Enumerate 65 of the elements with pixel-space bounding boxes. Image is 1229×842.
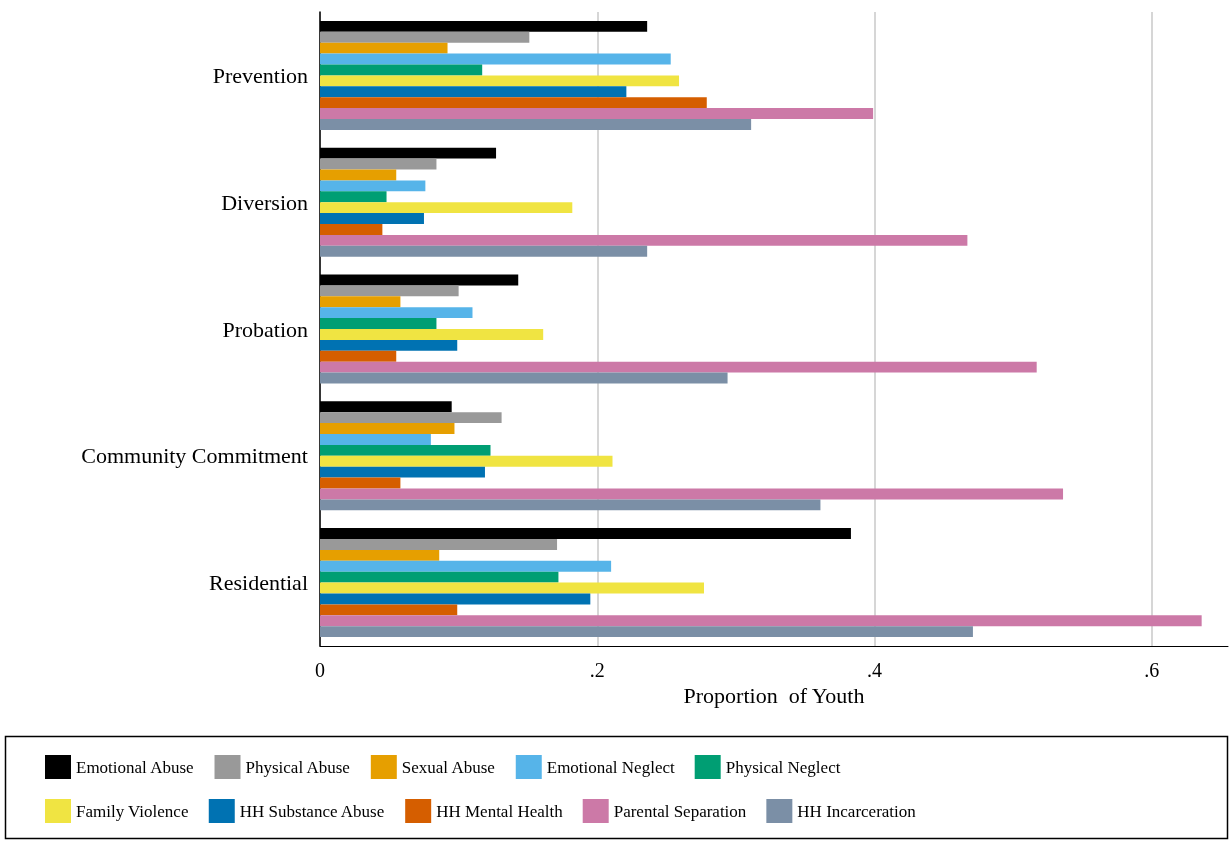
bar <box>320 433 431 445</box>
legend-label: HH Substance Abuse <box>239 801 385 821</box>
bar <box>320 339 458 351</box>
bar <box>320 31 530 43</box>
legend-label: Sexual Abuse <box>401 757 495 777</box>
bar <box>320 97 707 109</box>
bar <box>320 86 627 98</box>
bar <box>320 538 558 550</box>
legend-label: Physical Neglect <box>725 757 841 777</box>
bar <box>320 64 483 76</box>
bar <box>320 329 544 340</box>
bar <box>320 224 383 235</box>
bar <box>320 560 612 572</box>
bar <box>320 423 455 434</box>
bar <box>320 455 613 467</box>
bar <box>320 488 1064 500</box>
bar <box>320 180 426 192</box>
bar <box>320 296 401 308</box>
bar <box>320 42 448 54</box>
legend-label: Family Violence <box>76 801 189 821</box>
bar <box>320 412 502 424</box>
bar <box>320 191 387 203</box>
bar <box>320 444 491 456</box>
bar <box>320 234 968 246</box>
legend-label: Emotional Abuse <box>76 757 194 777</box>
bar <box>320 582 704 594</box>
y-tick-label: Diversion <box>221 189 308 215</box>
legend-label: Emotional Neglect <box>546 757 675 777</box>
bar <box>320 202 573 214</box>
bar <box>320 372 728 384</box>
y-tick-label: Probation <box>222 316 308 342</box>
bar <box>320 477 401 489</box>
bar <box>320 158 437 170</box>
x-tick-label: .4 <box>867 659 882 681</box>
bar <box>320 571 559 583</box>
bar <box>320 615 1202 627</box>
bar <box>320 350 397 362</box>
y-tick-label: Community Commitment <box>81 443 308 469</box>
bar <box>320 245 648 257</box>
bar <box>320 361 1037 373</box>
bar <box>320 119 752 130</box>
legend-label: Parental Separation <box>613 801 747 821</box>
bar <box>320 626 973 638</box>
bar <box>320 593 591 605</box>
bar <box>320 169 397 181</box>
bar <box>320 285 459 297</box>
bar <box>320 213 424 225</box>
bar <box>320 307 473 319</box>
bar <box>320 53 671 65</box>
bar <box>320 318 437 329</box>
x-tick-label: .6 <box>1144 659 1160 681</box>
legend-label: HH Incarceration <box>797 801 917 821</box>
bar <box>320 108 874 120</box>
legend-label: Physical Abuse <box>245 757 350 777</box>
y-tick-label: Prevention <box>212 62 308 88</box>
bar <box>320 75 680 87</box>
x-tick-label: .2 <box>589 659 605 681</box>
bar <box>320 604 458 616</box>
bar <box>320 499 821 511</box>
x-axis-title: Proportion of Youth <box>683 683 865 709</box>
bar <box>320 549 440 561</box>
bar <box>320 466 485 478</box>
x-tick-label: 0 <box>315 659 325 681</box>
y-tick-label: Residential <box>209 570 308 596</box>
legend-label: HH Mental Health <box>436 801 564 821</box>
